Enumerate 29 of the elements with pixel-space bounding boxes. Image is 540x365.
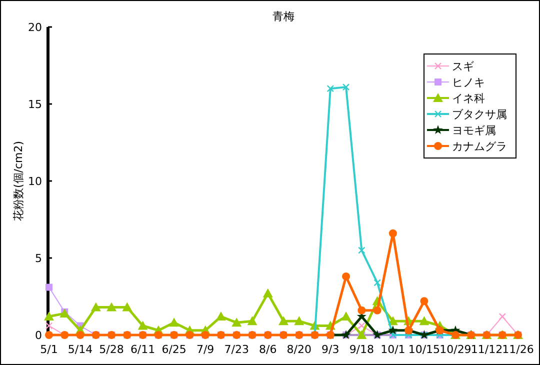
x-tick-label: 8/20 bbox=[286, 343, 312, 356]
legend-label: イネ科 bbox=[452, 92, 485, 105]
x-tick-label: 5/14 bbox=[68, 343, 93, 356]
x-tick-label: 10/29 bbox=[440, 343, 472, 356]
x-tick-label: 5/1 bbox=[40, 343, 58, 356]
y-tick-label: 5 bbox=[35, 252, 42, 265]
legend-label: ヒノキ bbox=[452, 76, 485, 89]
x-tick-label: 6/11 bbox=[130, 343, 156, 356]
legend-label: スギ bbox=[452, 60, 474, 73]
y-tick-label: 10 bbox=[28, 175, 42, 188]
y-tick-label: 0 bbox=[35, 329, 42, 342]
legend-label: ブタクサ属 bbox=[452, 108, 507, 121]
x-tick-label: 9/3 bbox=[322, 343, 340, 356]
x-tick-label: 7/9 bbox=[196, 343, 214, 356]
x-tick-label: 6/25 bbox=[162, 343, 186, 356]
x-tick-label: 7/23 bbox=[224, 343, 249, 356]
chart-title: 青梅 bbox=[272, 10, 294, 23]
y-tick-label: 15 bbox=[28, 98, 42, 111]
y-axis-title: 花粉数(個/cm2) bbox=[12, 140, 25, 222]
x-tick-label: 10/1 bbox=[380, 343, 406, 356]
y-tick-label: 20 bbox=[28, 21, 42, 34]
x-tick-label: 10/15 bbox=[408, 343, 440, 356]
x-tick-label: 11/26 bbox=[502, 343, 534, 356]
x-tick-label: 9/18 bbox=[349, 343, 374, 356]
x-tick-label: 8/6 bbox=[259, 343, 277, 356]
x-tick-label: 11/12 bbox=[470, 343, 503, 356]
x-tick-label: 5/28 bbox=[99, 343, 124, 356]
legend-label: ヨモギ属 bbox=[452, 124, 496, 137]
legend-label: カナムグラ bbox=[452, 140, 507, 153]
